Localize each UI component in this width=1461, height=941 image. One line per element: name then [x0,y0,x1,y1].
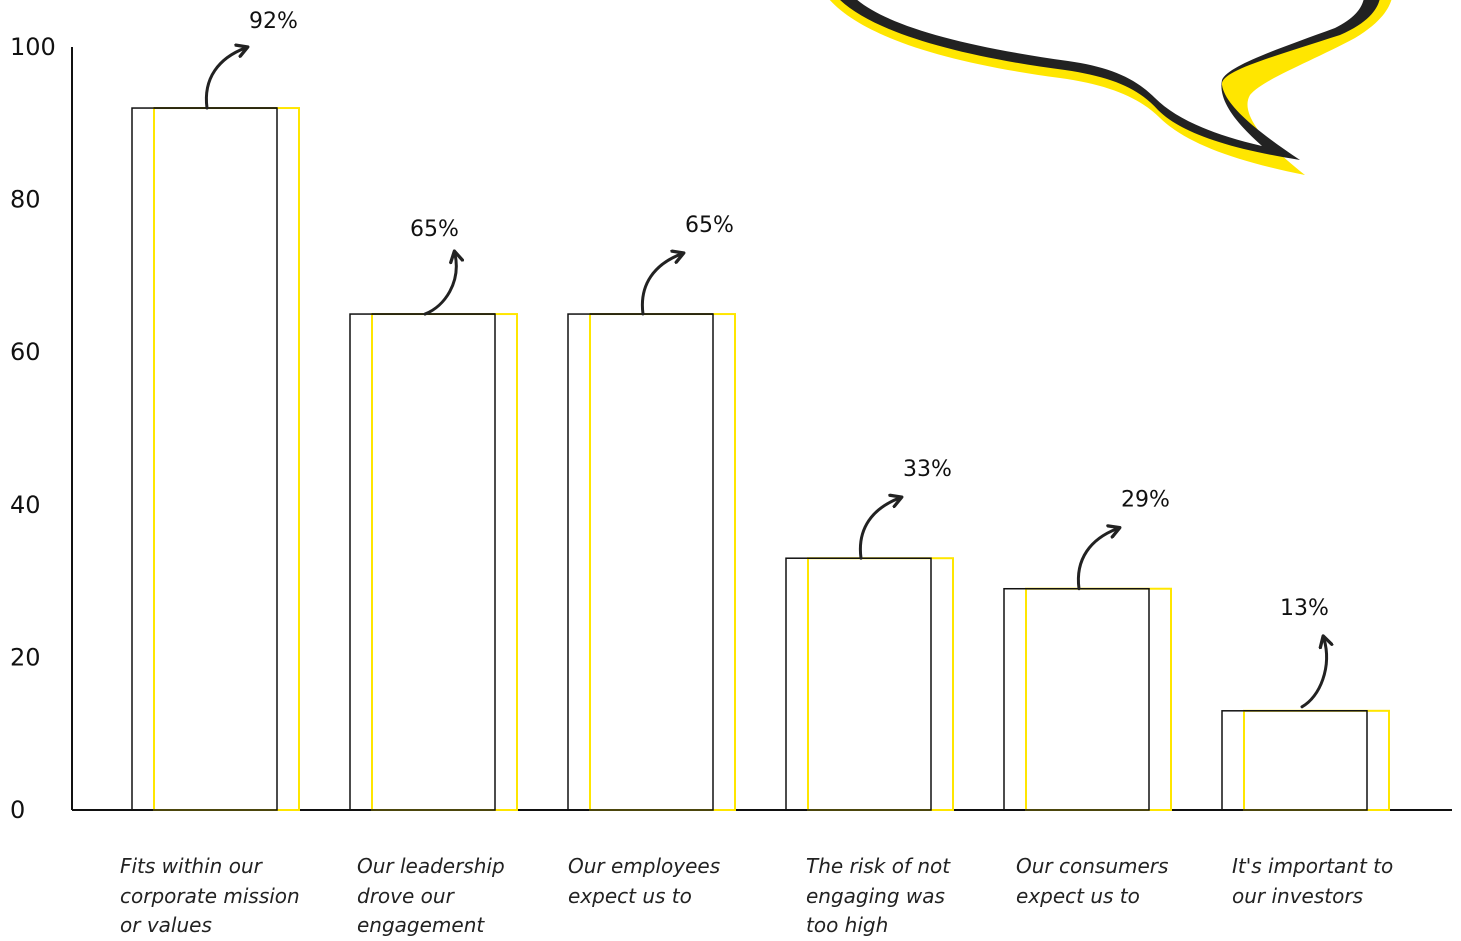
category-label: Our consumers expect us to [1016,854,1169,908]
speech-bubble-icon [829,0,1392,175]
arrow-icon [1300,639,1327,709]
category-label: Fits within our corporate mission or val… [120,854,300,937]
y-tick-label: 0 [10,796,25,824]
bar [349,313,518,811]
value-label: 92% [249,9,298,34]
bar [1003,587,1172,811]
value-label: 13% [1280,596,1329,621]
category-label: It's important to our investors [1232,854,1394,908]
category-label: Our leadership drove our engagement [357,854,505,937]
bar [567,313,736,811]
y-tick-label: 20 [10,643,41,671]
arrow-icon [640,254,681,316]
bar [785,557,954,812]
value-label: 65% [410,217,459,242]
value-label: 65% [685,213,734,238]
value-label: 33% [903,457,952,482]
y-tick-label: 40 [10,491,41,519]
y-tick-label: 100 [10,33,56,61]
category-label: The risk of not engaging was too high [806,854,951,937]
y-axis: 0 20 40 60 80 100 [10,33,73,824]
value-label: 29% [1121,488,1170,513]
arrow-icon [1076,529,1117,591]
arrow-icon [423,254,456,316]
category-label: Our employees expect us to [568,854,721,908]
bar [1221,709,1390,811]
y-tick-label: 60 [10,338,41,366]
arrow-icon [204,48,245,110]
arrow-icon [858,498,899,560]
y-tick-label: 80 [10,186,41,214]
bar [131,107,300,812]
